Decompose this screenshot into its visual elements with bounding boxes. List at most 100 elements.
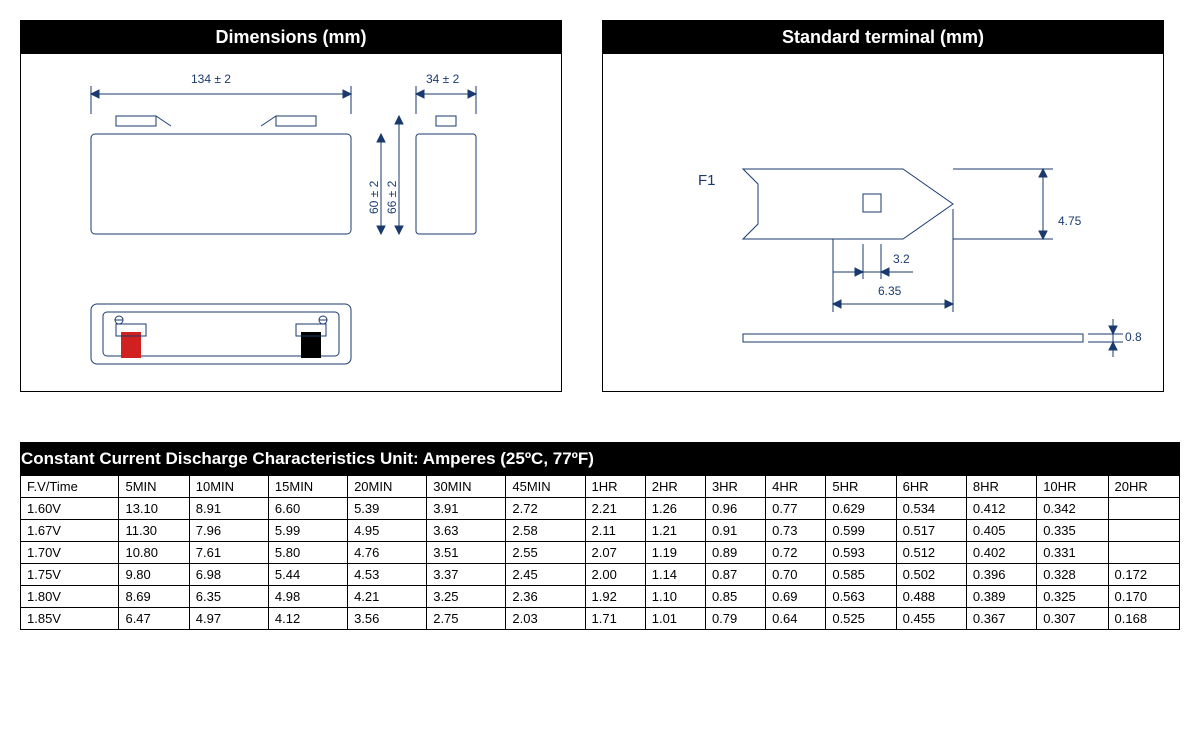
table-cell: 3.25 (427, 586, 506, 608)
table-cell: 1.75V (21, 564, 119, 586)
table-cell: 4.21 (348, 586, 427, 608)
dimensions-title: Dimensions (mm) (21, 21, 561, 54)
table-cell: 4.76 (348, 542, 427, 564)
table-cell: 0.629 (826, 498, 896, 520)
table-cell: 0.307 (1037, 608, 1108, 630)
table-cell: 0.593 (826, 542, 896, 564)
width-label: 134 ± 2 (191, 72, 231, 86)
table-cell: 1.80V (21, 586, 119, 608)
table-cell: 8.91 (189, 498, 268, 520)
table-cell: 2.36 (506, 586, 585, 608)
table-cell: 2.11 (585, 520, 645, 542)
table-cell: 1.60V (21, 498, 119, 520)
table-cell: 0.72 (766, 542, 826, 564)
table-cell: 4.12 (268, 608, 347, 630)
table-cell: 0.87 (705, 564, 765, 586)
table-cell: 2.03 (506, 608, 585, 630)
table-cell: 0.405 (966, 520, 1036, 542)
table-col-header: 1HR (585, 476, 645, 498)
table-row: 1.67V11.307.965.994.953.632.582.111.210.… (21, 520, 1180, 542)
table-cell: 0.91 (705, 520, 765, 542)
table-cell: 1.92 (585, 586, 645, 608)
table-cell: 6.47 (119, 608, 189, 630)
table-cell: 1.70V (21, 542, 119, 564)
table-col-header: 45MIN (506, 476, 585, 498)
table-cell: 0.585 (826, 564, 896, 586)
table-cell: 0.525 (826, 608, 896, 630)
table-cell: 1.19 (645, 542, 705, 564)
table-cell: 0.412 (966, 498, 1036, 520)
table-cell: 6.98 (189, 564, 268, 586)
table-cell: 0.517 (896, 520, 966, 542)
table-cell: 2.07 (585, 542, 645, 564)
table-cell: 0.73 (766, 520, 826, 542)
table-cell: 0.402 (966, 542, 1036, 564)
table-cell: 1.67V (21, 520, 119, 542)
table-cell: 1.21 (645, 520, 705, 542)
table-cell: 3.91 (427, 498, 506, 520)
terminal-type: F1 (698, 172, 716, 189)
table-cell (1108, 520, 1179, 542)
table-cell: 3.56 (348, 608, 427, 630)
dim-635: 6.35 (878, 284, 901, 298)
table-cell: 4.97 (189, 608, 268, 630)
table-col-header: 10HR (1037, 476, 1108, 498)
table-cell: 0.168 (1108, 608, 1179, 630)
table-row: 1.70V10.807.615.804.763.512.552.071.190.… (21, 542, 1180, 564)
dimensions-body: 134 ± 2 34 ± 2 60 ± 2 66 ± 2 (21, 54, 561, 384)
table-cell: 0.70 (766, 564, 826, 586)
table-col-header: 5HR (826, 476, 896, 498)
table-cell: 8.69 (119, 586, 189, 608)
table-cell: 1.10 (645, 586, 705, 608)
table-cell: 2.58 (506, 520, 585, 542)
table-cell: 0.77 (766, 498, 826, 520)
table-cell: 6.35 (189, 586, 268, 608)
height1-label: 60 ± 2 (367, 181, 381, 214)
table-cell: 0.396 (966, 564, 1036, 586)
table-cell: 0.389 (966, 586, 1036, 608)
table-cell: 0.64 (766, 608, 826, 630)
table-cell: 5.99 (268, 520, 347, 542)
table-cell: 3.51 (427, 542, 506, 564)
table-cell: 1.71 (585, 608, 645, 630)
table-cell: 2.00 (585, 564, 645, 586)
table-cell: 0.455 (896, 608, 966, 630)
table-cell: 4.53 (348, 564, 427, 586)
table-cell: 0.325 (1037, 586, 1108, 608)
table-col-header: 10MIN (189, 476, 268, 498)
table-col-header: 3HR (705, 476, 765, 498)
table-cell: 4.95 (348, 520, 427, 542)
table-cell: 0.96 (705, 498, 765, 520)
table-cell: 0.512 (896, 542, 966, 564)
table-cell: 2.45 (506, 564, 585, 586)
table-col-header: 6HR (896, 476, 966, 498)
table-cell: 0.335 (1037, 520, 1108, 542)
dimensions-diagram (21, 54, 561, 384)
terminal-title: Standard terminal (mm) (603, 21, 1163, 54)
table-cell: 2.55 (506, 542, 585, 564)
table-cell: 0.367 (966, 608, 1036, 630)
table-cell: 13.10 (119, 498, 189, 520)
table-cell: 5.80 (268, 542, 347, 564)
table-col-header: 2HR (645, 476, 705, 498)
table-col-header: 8HR (966, 476, 1036, 498)
terminal-panel: Standard terminal (mm) (602, 20, 1164, 392)
discharge-table: Constant Current Discharge Characteristi… (20, 442, 1180, 630)
table-cell: 5.39 (348, 498, 427, 520)
table-cell: 0.488 (896, 586, 966, 608)
table-cell: 7.96 (189, 520, 268, 542)
depth-label: 34 ± 2 (426, 72, 459, 86)
table-cell: 0.534 (896, 498, 966, 520)
table-header-row: F.V/Time5MIN10MIN15MIN20MIN30MIN45MIN1HR… (21, 476, 1180, 498)
table-cell: 1.85V (21, 608, 119, 630)
table-cell (1108, 542, 1179, 564)
table-cell: 1.01 (645, 608, 705, 630)
dim-32: 3.2 (893, 252, 910, 266)
table-row: 1.80V8.696.354.984.213.252.361.921.100.8… (21, 586, 1180, 608)
terminal-body: F1 4.75 3.2 6.35 0.8 (603, 54, 1163, 384)
table-cell: 6.60 (268, 498, 347, 520)
table-title: Constant Current Discharge Characteristi… (21, 443, 1180, 476)
table-col-header: 20MIN (348, 476, 427, 498)
table-cell: 0.331 (1037, 542, 1108, 564)
dim-475: 4.75 (1058, 214, 1081, 228)
